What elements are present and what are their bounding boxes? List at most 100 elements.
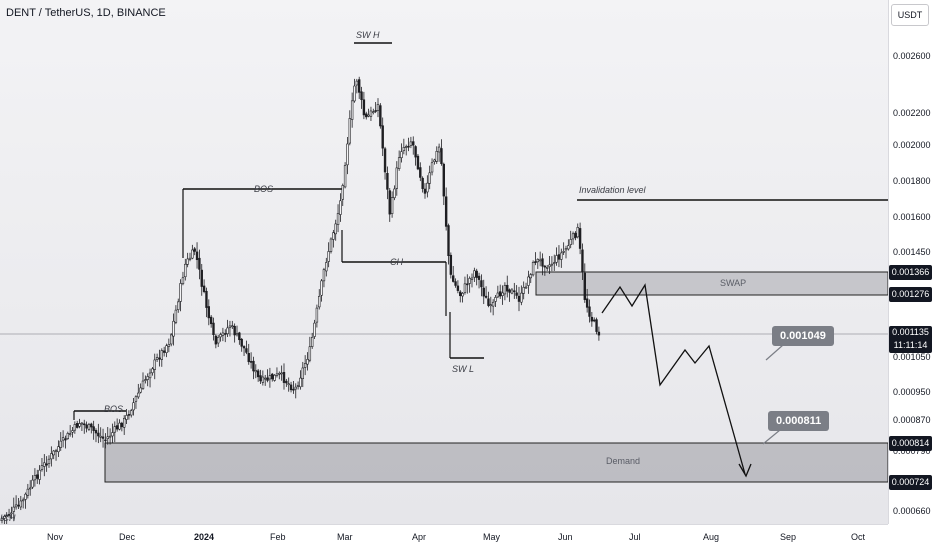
last-price-value: 0.001135 (892, 327, 929, 337)
candle-body (14, 504, 18, 508)
candle-body (47, 458, 51, 464)
candle-body (5, 515, 8, 517)
candle-body (7, 514, 11, 516)
candle-body (118, 422, 121, 430)
candle-body (325, 262, 328, 272)
candle-body (480, 280, 483, 288)
candle-body (369, 110, 373, 117)
candle-body (200, 269, 203, 287)
candle-body (534, 261, 537, 264)
candle-body (473, 270, 476, 278)
candle-body (529, 274, 532, 279)
candle-body (423, 188, 427, 194)
candle-body (508, 289, 511, 293)
swap-zone-label: SWAP (720, 278, 747, 288)
symbol-title: DENT / TetherUS, 1D, BINANCE (6, 7, 166, 19)
candle-body (148, 372, 152, 379)
candle-body (268, 375, 272, 380)
candle-body (191, 249, 194, 259)
candle-body (329, 238, 333, 252)
candle-body (463, 283, 467, 293)
candle-body (151, 368, 154, 374)
candle-body (454, 281, 457, 286)
candle-body (158, 357, 161, 360)
candle-body (231, 325, 234, 327)
candle-body (571, 233, 575, 240)
candle-body (585, 298, 589, 308)
sw-low-label: SW L (452, 364, 475, 374)
candle-body (219, 334, 222, 338)
candle-body (57, 446, 60, 453)
candle-body (576, 227, 579, 238)
candle-body (545, 267, 549, 269)
candle-body (595, 319, 598, 332)
candle-body (553, 262, 556, 264)
time-tick-label: 2024 (194, 532, 215, 542)
candle-body (520, 292, 523, 303)
candle-body (428, 172, 431, 184)
candle-body (282, 371, 286, 383)
candle-body (470, 277, 474, 280)
candle-body (468, 278, 471, 284)
candle-body (343, 165, 347, 188)
candle-body (522, 287, 525, 294)
candle-body (130, 410, 133, 416)
candle-body (146, 376, 149, 380)
time-tick-label: Sep (780, 532, 797, 542)
bos-minor-label: BOS (104, 404, 124, 414)
candle-body (531, 262, 535, 276)
candle-body (134, 396, 138, 402)
candle-body (482, 287, 485, 297)
candle-body (466, 283, 469, 286)
candle-body (489, 304, 492, 307)
candle-body (393, 188, 396, 199)
candle-body (177, 301, 180, 310)
candle-body (275, 373, 279, 376)
candle-body (162, 350, 166, 353)
candle-body (83, 423, 86, 426)
candle-body (242, 346, 246, 349)
candle-body (560, 252, 563, 260)
invalidation-label: Invalidation level (579, 185, 646, 195)
candle-body (322, 269, 326, 282)
candle-body (416, 155, 420, 170)
first-target-callout[interactable]: 0.001049 (772, 326, 834, 346)
first-target-pointer (765, 344, 784, 361)
candle-body (386, 172, 389, 190)
price-tick-label: 0.000950 (893, 387, 931, 397)
candle-body (167, 344, 171, 347)
candle-body (430, 162, 434, 173)
candle-body (205, 290, 208, 308)
candle-body (287, 383, 290, 386)
time-axis[interactable]: Nov Dec 2024 Feb Mar Apr May Jun Jul Aug Sep Oct (0, 524, 888, 551)
candle-body (491, 301, 495, 307)
candle-body (357, 79, 361, 93)
candle-body (104, 439, 107, 442)
candle-body (435, 151, 438, 162)
candle-body (285, 380, 288, 384)
candle-body (33, 475, 37, 481)
candle-body (19, 500, 22, 508)
chart-area[interactable]: DENT / TetherUS, 1D, BINANCE SW H BOS BO… (0, 0, 888, 524)
candle-body (78, 423, 81, 427)
candle-body (510, 289, 514, 294)
candle-body (21, 499, 25, 502)
candle-body (193, 248, 196, 252)
candle-body (381, 125, 384, 149)
candle-body (543, 265, 547, 268)
candle-body (209, 316, 213, 325)
swap-top-tag: 0.001366 (889, 265, 932, 280)
currency-button[interactable]: USDT (891, 4, 929, 26)
second-target-callout[interactable]: 0.000811 (768, 411, 830, 431)
candle-body (374, 110, 377, 112)
price-tick-label: 0.000660 (893, 506, 931, 516)
candle-body (440, 148, 443, 164)
candle-body (527, 276, 530, 286)
candle-body (278, 372, 281, 375)
candle-body (3, 515, 6, 519)
last-price-tag: 0.001135 11:11:14 (889, 326, 932, 353)
candle-body (397, 157, 401, 169)
candle-body (444, 196, 448, 227)
candle-body (433, 159, 436, 162)
candle-body (188, 257, 192, 260)
